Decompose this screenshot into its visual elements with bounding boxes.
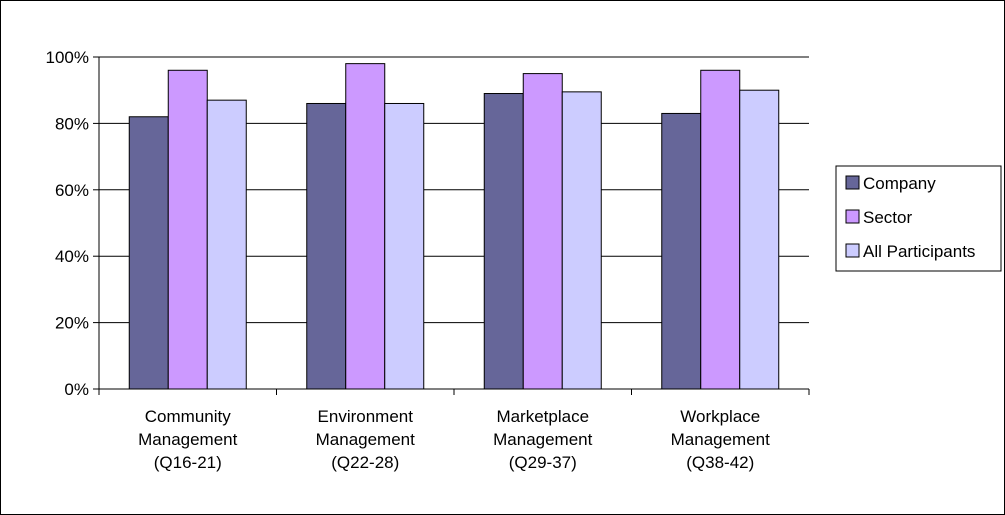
- bar-sector: [345, 63, 386, 390]
- x-category-label: Workplace Management (Q38-42): [671, 407, 771, 472]
- legend-swatch: [845, 175, 860, 190]
- y-tick-label: 0%: [64, 380, 89, 399]
- bar-all-participants: [739, 89, 780, 390]
- bar-sector: [522, 73, 563, 390]
- bar-company: [128, 116, 169, 390]
- x-category-labels: Community Management (Q16-21) Environment Ma…: [138, 407, 770, 472]
- bar-all-participants: [561, 91, 602, 390]
- bar-sector: [700, 69, 741, 390]
- y-tick-labels: 0% 20% 40% 60% 80% 100%: [46, 48, 89, 399]
- y-tick-label: 60%: [55, 181, 89, 200]
- y-tick-label: 20%: [55, 314, 89, 333]
- y-tick-label: 40%: [55, 247, 89, 266]
- bar-sector: [167, 69, 208, 390]
- bars: [128, 63, 780, 390]
- x-category-label: Marketplace Management (Q29-37): [493, 407, 593, 472]
- bar-company: [661, 112, 702, 390]
- legend-box: [835, 165, 1002, 272]
- legend-label: All Participants: [863, 242, 975, 261]
- bar-company: [306, 102, 347, 390]
- legend-swatch: [845, 243, 860, 258]
- bar-all-participants: [206, 99, 247, 390]
- legend-swatch: [845, 209, 860, 224]
- legend: Company Sector All Participants: [835, 165, 1002, 272]
- legend-label: Sector: [863, 208, 912, 227]
- x-category-label: Environment Management (Q22-28): [316, 407, 416, 472]
- x-category-label: Community Management (Q16-21): [138, 407, 238, 472]
- y-tick-label: 100%: [46, 48, 89, 67]
- bar-all-participants: [384, 102, 425, 390]
- y-tick-label: 80%: [55, 114, 89, 133]
- bar-company: [483, 93, 524, 390]
- axes: [93, 56, 810, 395]
- legend-label: Company: [863, 174, 936, 193]
